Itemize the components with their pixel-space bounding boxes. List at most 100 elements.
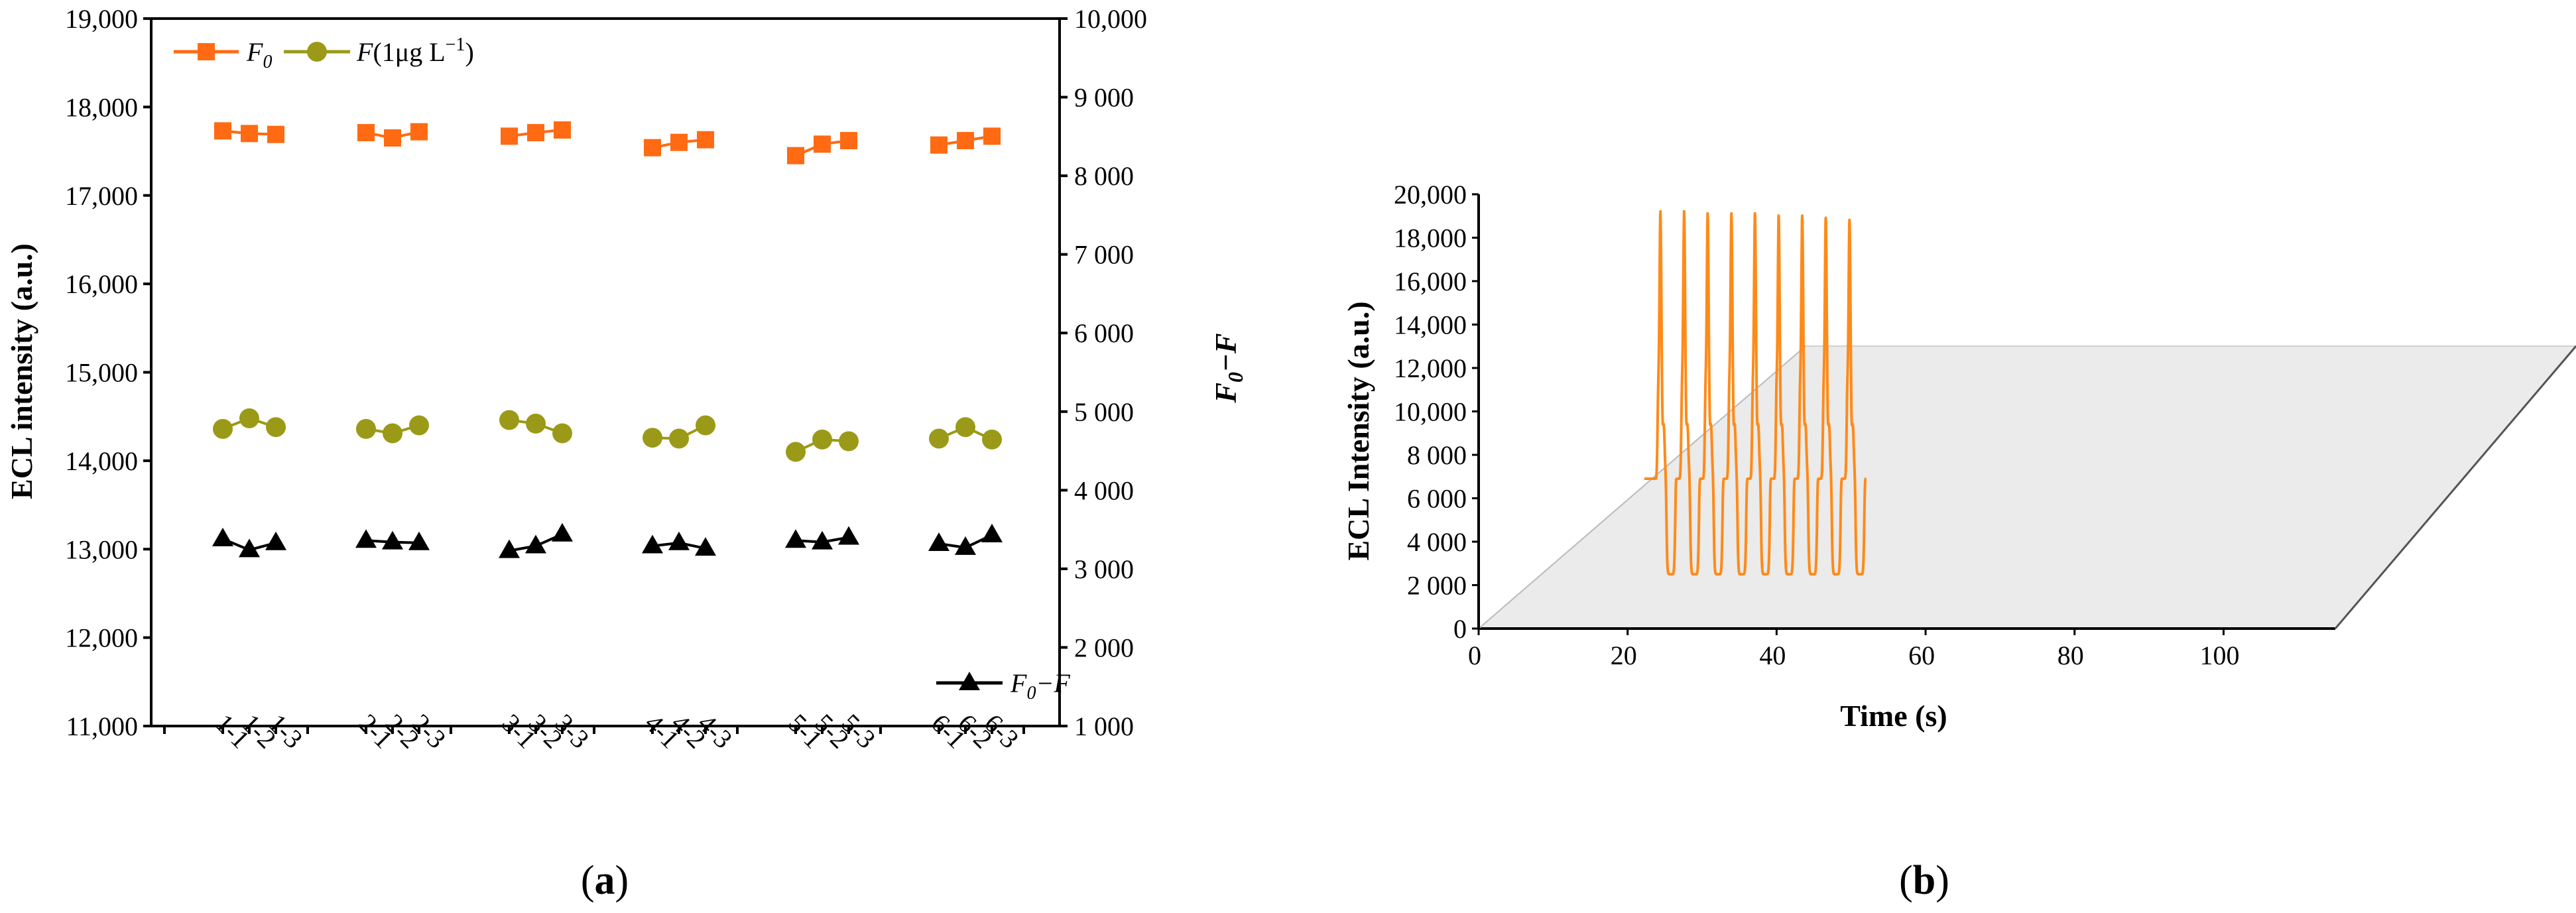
legend-diff-label-sub: 0 [1026, 683, 1036, 703]
legend-f0-label: F0 [246, 37, 272, 72]
depth-axis-line [2334, 345, 2576, 629]
f0-point [814, 135, 831, 153]
ecl-y-axis-tick-label: 2 000 [1407, 571, 1467, 601]
diff-point [355, 529, 377, 548]
ecl-y-axis-tick-label: 6 000 [1407, 484, 1467, 514]
f1-point [696, 415, 715, 436]
floor-plane [1477, 345, 2576, 629]
f1-point [552, 423, 572, 444]
diff-point [695, 537, 716, 556]
f1-point [929, 428, 949, 449]
right-axis-tick-label: 8 000 [1074, 161, 1134, 191]
f0-point [983, 127, 1001, 145]
x-axis-tick-label: 3-3 [549, 708, 595, 755]
ecl-y-axis-tick-label: 14,000 [1394, 310, 1467, 340]
ecl-y-axis-ticks: 0 2 000 4 000 6 000 8 000 10,000 12,000 14,000 1… [1394, 180, 1479, 644]
right-axis-label-main: F [1209, 383, 1243, 404]
ecl-y-axis-tick-label: 16,000 [1394, 267, 1467, 296]
diff-point [408, 531, 430, 550]
right-axis-tick-label: 1 000 [1074, 711, 1134, 741]
f0-point [384, 129, 401, 147]
f0-point [357, 124, 375, 142]
x-axis-tick-label: 1-3 [263, 708, 309, 755]
left-axis-tick-label: 14,000 [65, 446, 138, 476]
legend-top: F0 F(1μg L−1) [174, 34, 474, 72]
back-depth-edge [1478, 345, 1806, 629]
diff-point [382, 530, 403, 550]
right-axis-label-sub: 0 [1223, 372, 1247, 383]
panel-b-chart: 0 2 000 4 000 6 000 8 000 10,000 12,000 14,000 1… [1341, 180, 2576, 903]
right-axis-tick-label: 3 000 [1074, 554, 1134, 584]
f1-point [526, 413, 546, 434]
f0-point [527, 124, 544, 142]
f0-point [501, 127, 518, 145]
f0-point [267, 125, 284, 143]
legend-f1-marker [307, 42, 327, 62]
panel-a-chart: 11,000 12,000 13,000 14,000 15,000 16,000 17,0… [5, 4, 1247, 903]
x-axis-tick-label: 5-3 [835, 708, 882, 755]
diff-point [642, 534, 663, 554]
legend-f1-label-sup: −1 [446, 34, 465, 55]
ecl-trace-line [1643, 210, 1868, 576]
f0-point [241, 125, 258, 143]
f0-point [410, 123, 428, 141]
f0-point [930, 136, 948, 154]
x-axis-tick-label: 6-3 [979, 708, 1025, 755]
f1-point [356, 418, 376, 439]
x-axis-tick-label: 4-3 [692, 708, 739, 755]
ecl-y-axis-tick-label: 12,000 [1394, 353, 1467, 383]
f1-point [786, 442, 806, 462]
f1-point [213, 418, 233, 439]
right-axis-ticks: 1 000 2 000 3 000 4 000 5 000 6 000 7 000 8 000… [1060, 4, 1147, 741]
left-axis-ticks: 11,000 12,000 13,000 14,000 15,000 16,000 17,0… [65, 4, 151, 741]
legend-f1-label-main: F [356, 37, 373, 67]
left-axis-tick-label: 16,000 [65, 269, 138, 299]
legend-f1-label-tail: (1μg L [373, 37, 445, 67]
f1-point [669, 428, 689, 449]
time-x-axis-tick-label: 60 [1908, 640, 1935, 670]
f1-point [266, 417, 286, 438]
f1-point [643, 428, 662, 448]
time-x-axis-tick-label: 100 [2199, 640, 2239, 670]
right-axis-label: F0−F [1209, 333, 1247, 403]
f0-point [957, 132, 974, 150]
diff-point [499, 539, 520, 558]
ecl-trace [1643, 210, 1868, 576]
diff-point [955, 536, 976, 555]
left-axis-tick-label: 11,000 [66, 711, 138, 741]
f0-point [670, 133, 688, 151]
series-lines [212, 121, 1003, 558]
x-axis-tick-label: 2-3 [406, 708, 452, 755]
f1-point [839, 431, 859, 452]
diff-point [838, 526, 859, 545]
time-x-axis-tick-label: 80 [2057, 640, 2084, 670]
right-axis-tick-label: 10,000 [1074, 4, 1147, 34]
diff-point [552, 522, 573, 542]
time-x-axis-tick-label: 40 [1759, 640, 1786, 670]
f0-point [697, 131, 714, 149]
f1-point [409, 415, 429, 436]
left-axis-tick-label: 19,000 [65, 4, 138, 34]
left-axis-tick-label: 18,000 [65, 92, 138, 122]
f0-point [840, 132, 857, 150]
diff-point [981, 523, 1003, 542]
right-axis-label-tail: −F [1209, 333, 1243, 372]
f1-point [383, 423, 402, 444]
diff-point [239, 538, 260, 558]
left-axis-tick-label: 15,000 [65, 358, 138, 388]
legend-f0-marker [198, 43, 215, 60]
panel-b-letter: b [1913, 858, 1935, 903]
ecl-y-axis-tick-label: 18,000 [1394, 223, 1467, 253]
legend-bottom: F0−F [936, 668, 1070, 703]
ecl-y-axis-tick-label: 0 [1453, 614, 1467, 644]
f1-point [955, 417, 975, 438]
legend-f0-label-sub: 0 [263, 52, 272, 72]
legend-f1-label-close: ) [465, 37, 473, 67]
right-axis-tick-label: 2 000 [1074, 633, 1134, 662]
ecl-y-axis-tick-label: 4 000 [1407, 527, 1467, 557]
diff-point [525, 534, 546, 554]
panel-a-letter: a [595, 858, 615, 903]
diff-point [668, 531, 690, 550]
f1-point [812, 429, 832, 450]
